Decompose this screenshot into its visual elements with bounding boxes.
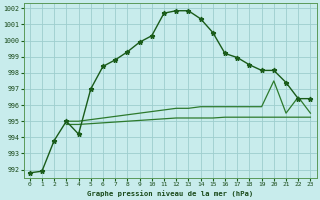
X-axis label: Graphe pression niveau de la mer (hPa): Graphe pression niveau de la mer (hPa) — [87, 190, 253, 197]
